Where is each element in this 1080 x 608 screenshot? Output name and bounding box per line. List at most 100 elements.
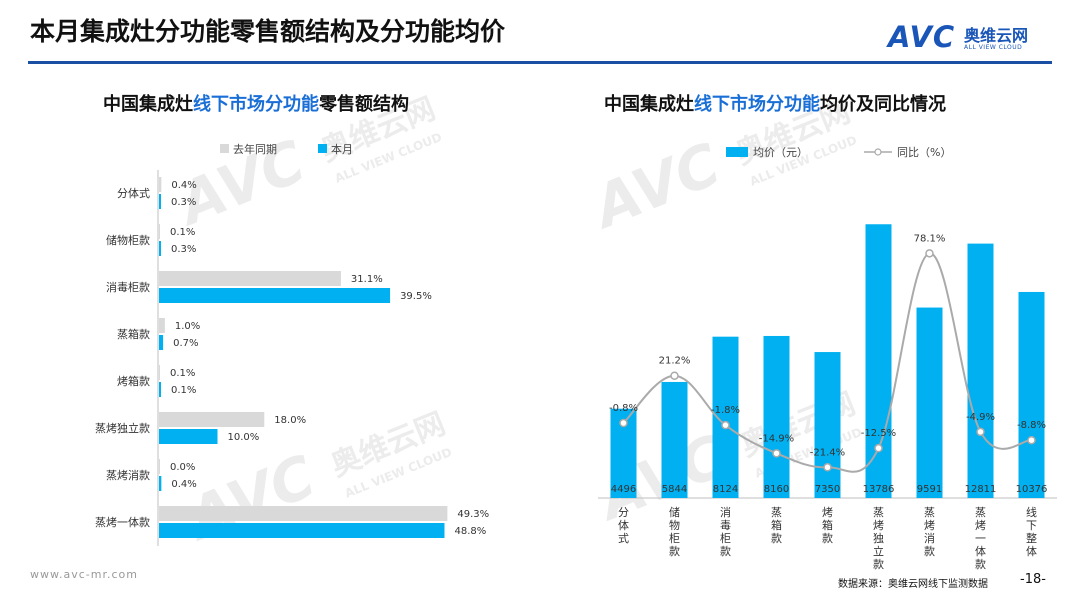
bar-value-label: 12811 xyxy=(965,484,997,495)
yoy-label: 21.2% xyxy=(659,356,691,367)
yoy-point xyxy=(874,443,883,453)
legend-label-avg-price: 均价（元） xyxy=(753,146,808,159)
bar-last-year xyxy=(159,224,160,239)
category-label: 蒸箱款 xyxy=(771,506,782,545)
yoy-label: -4.9% xyxy=(966,412,995,423)
data-label-last-year: 0.1% xyxy=(170,368,195,379)
bar-this-month xyxy=(159,194,161,209)
bar-this-month xyxy=(159,523,445,538)
data-label-last-year: 31.1% xyxy=(351,274,383,285)
data-label-last-year: 18.0% xyxy=(274,415,306,426)
right-title-part-1: 中国集成灶 xyxy=(604,94,694,115)
header-divider xyxy=(28,61,1052,64)
left-title-part-2: 线下市场分功能 xyxy=(193,94,319,115)
bar-last-year xyxy=(159,271,341,286)
category-label: 储物柜款 xyxy=(106,233,150,247)
bar-avg-price xyxy=(1018,291,1045,498)
data-label-last-year: 0.0% xyxy=(170,462,195,473)
footer-url: www.avc-mr.com xyxy=(30,568,138,581)
avc-logo: AVC 奥维云网 ALL VIEW CLOUD xyxy=(888,18,1058,58)
yoy-label: 78.1% xyxy=(914,233,946,244)
legend-marker-yoy xyxy=(874,148,882,156)
yoy-label: -12.5% xyxy=(861,428,896,439)
logo-brand: AVC xyxy=(888,20,956,54)
legend-swatch-last-year xyxy=(220,144,229,153)
bar-avg-price xyxy=(661,381,688,498)
bar-value-label: 8160 xyxy=(764,484,789,495)
yoy-label: -14.9% xyxy=(759,433,794,444)
data-label-last-year: 1.0% xyxy=(175,321,200,332)
data-label-this-month: 0.7% xyxy=(173,338,198,349)
category-label: 蒸烤一体款 xyxy=(95,515,150,529)
category-label: 分体式 xyxy=(117,186,150,200)
data-label-last-year: 0.1% xyxy=(170,227,195,238)
right-title-part-3: 均价及同比情况 xyxy=(820,94,946,115)
category-label: 蒸烤消款 xyxy=(106,468,150,482)
right-title-part-2: 线下市场分功能 xyxy=(694,94,820,115)
legend-swatch-this-month xyxy=(318,144,327,153)
yoy-label: -8.8% xyxy=(1017,420,1046,431)
legend-label-this-month: 本月 xyxy=(331,142,353,156)
category-label: 线下整体 xyxy=(1026,505,1037,558)
category-label: 储物柜款 xyxy=(669,505,680,558)
bar-this-month xyxy=(159,382,161,397)
logo-en: ALL VIEW CLOUD xyxy=(964,44,1023,51)
category-label: 蒸烤消款 xyxy=(924,506,935,558)
bar-value-label: 9591 xyxy=(917,484,942,495)
bar-last-year xyxy=(159,177,162,192)
bar-this-month xyxy=(159,476,162,491)
data-label-this-month: 39.5% xyxy=(400,291,432,302)
page-number: -18- xyxy=(1020,572,1046,587)
logo-cn: 奥维云网 xyxy=(964,26,1029,45)
yoy-point xyxy=(823,463,832,472)
category-label: 烤箱款 xyxy=(117,374,150,388)
bar-last-year xyxy=(159,365,160,380)
data-label-this-month: 10.0% xyxy=(228,432,260,443)
yoy-point xyxy=(1027,435,1036,445)
yoy-point xyxy=(925,249,934,258)
bar-this-month xyxy=(159,335,164,350)
page-title: 本月集成灶分功能零售额结构及分功能均价 xyxy=(30,17,506,46)
left-title-part-3: 零售额结构 xyxy=(319,94,409,115)
bar-avg-price xyxy=(916,307,943,498)
data-label-last-year: 0.4% xyxy=(171,180,196,191)
right-combo-chart: 均价（元） 同比（%） 分体式 储物柜款 消毒柜款 蒸箱款 烤箱款 蒸烤独立款 蒸烤消款 蒸烤一体… xyxy=(598,146,1057,570)
yoy-point xyxy=(721,420,730,430)
bar-value-label: 13786 xyxy=(863,484,895,495)
bar-value-label: 8124 xyxy=(713,484,738,495)
yoy-label: -0.8% xyxy=(609,403,638,414)
data-label-this-month: 0.4% xyxy=(171,479,196,490)
bar-last-year xyxy=(159,506,448,521)
data-label-last-year: 49.3% xyxy=(457,509,489,520)
bar-value-label: 10376 xyxy=(1016,484,1048,495)
bar-last-year xyxy=(159,412,265,427)
data-label-this-month: 0.1% xyxy=(171,385,196,396)
bar-avg-price xyxy=(763,335,790,498)
data-label-this-month: 48.8% xyxy=(454,526,486,537)
bar-this-month xyxy=(159,429,218,444)
left-title-part-1: 中国集成灶 xyxy=(103,94,193,115)
bar-value-label: 4496 xyxy=(611,484,636,495)
category-label: 蒸烤独立款 xyxy=(95,421,150,435)
bar-this-month xyxy=(159,288,391,303)
legend-label-yoy: 同比（%） xyxy=(897,146,951,159)
category-label: 消毒柜款 xyxy=(720,505,731,558)
yoy-point xyxy=(976,427,985,437)
bar-avg-price xyxy=(865,224,892,498)
right-chart-title: 中国集成灶线下市场分功能均价及同比情况 xyxy=(604,90,946,116)
bar-value-label: 5844 xyxy=(662,484,687,495)
data-label-this-month: 0.3% xyxy=(171,244,196,255)
data-label-this-month: 0.3% xyxy=(171,197,196,208)
legend-label-last-year: 去年同期 xyxy=(233,142,277,156)
bar-avg-price xyxy=(814,352,841,498)
left-chart-title: 中国集成灶线下市场分功能零售额结构 xyxy=(103,90,409,116)
category-label: 蒸烤一体款 xyxy=(975,506,986,570)
category-label: 消毒柜款 xyxy=(106,280,150,294)
yoy-line xyxy=(622,252,1032,473)
yoy-label: -1.8% xyxy=(711,405,740,416)
yoy-point xyxy=(670,371,679,380)
category-label: 蒸烤独立款 xyxy=(873,506,884,570)
footer-source: 数据来源：奥维云网线下监测数据 xyxy=(838,579,988,590)
